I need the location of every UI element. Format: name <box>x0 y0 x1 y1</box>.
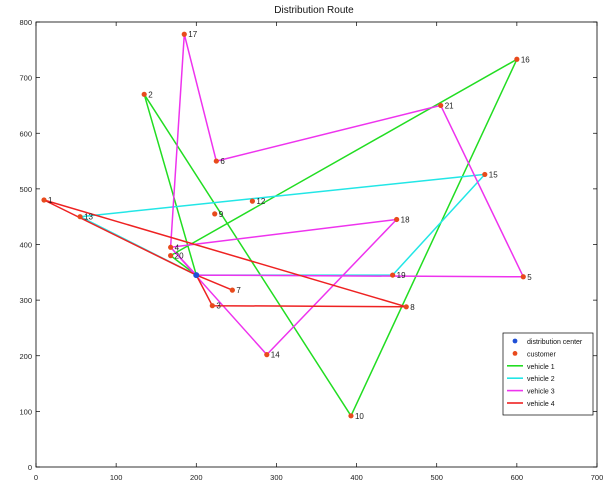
customer-label: 13 <box>84 213 93 222</box>
customer-point <box>264 352 270 358</box>
customer-label: 6 <box>220 157 225 166</box>
y-axis: 0 100 200 300 400 500 600 700 800 <box>19 18 597 472</box>
customer-label: 17 <box>188 30 197 39</box>
y-tick-label: 300 <box>19 296 32 305</box>
y-tick-label: 0 <box>28 463 32 472</box>
route-line-vehicle-3 <box>169 33 525 356</box>
x-tick-label: 100 <box>110 473 123 482</box>
customer-label: 5 <box>527 273 532 282</box>
customer-label: 3 <box>216 302 221 311</box>
customer-point <box>482 171 488 178</box>
customer-label: 10 <box>355 412 364 421</box>
customer-point <box>41 197 47 203</box>
route-line-vehicle-4 <box>43 199 408 308</box>
x-tick-label: 300 <box>270 473 283 482</box>
customer-label: 12 <box>256 197 265 206</box>
customer-point <box>209 303 215 309</box>
customer-point <box>181 31 187 37</box>
y-tick-label: 100 <box>19 407 32 416</box>
legend-label: vehicle 1 <box>527 364 555 371</box>
customer-label: 9 <box>219 210 224 219</box>
customer-point <box>168 244 174 250</box>
y-tick-label: 700 <box>19 74 32 83</box>
customer-point <box>514 56 520 62</box>
legend: distribution center customer vehicle 1 vehi… <box>502 332 594 416</box>
customer-label: 18 <box>401 215 410 224</box>
customer-point <box>168 253 174 259</box>
legend-label: customer <box>527 351 556 358</box>
y-tick-label: 200 <box>19 352 32 361</box>
customer-point <box>394 216 400 223</box>
customer-label: 14 <box>271 351 280 360</box>
y-tick-label: 600 <box>19 129 32 138</box>
customer-point <box>249 198 255 204</box>
route-line-vehicle-1 <box>143 58 518 417</box>
customer-label: 15 <box>489 170 498 179</box>
chart-title: Distribution Route <box>274 5 354 16</box>
legend-label: vehicle 2 <box>527 376 555 383</box>
customer-label: 21 <box>445 101 454 110</box>
customer-point <box>212 211 218 217</box>
legend-label: vehicle 4 <box>527 401 555 408</box>
x-tick-label: 700 <box>591 473 604 482</box>
x-tick-label: 200 <box>190 473 203 482</box>
x-tick-label: 500 <box>430 473 443 482</box>
legend-box <box>502 332 594 416</box>
customer-label: 20 <box>175 252 184 261</box>
y-tick-label: 500 <box>19 185 32 194</box>
customer-point <box>141 91 147 97</box>
customer-label: 7 <box>236 286 241 295</box>
x-tick-label: 0 <box>34 473 38 482</box>
customer-point <box>213 158 219 164</box>
customer-point <box>520 274 526 280</box>
legend-label: distribution center <box>527 339 583 346</box>
customer-label: 8 <box>410 303 415 312</box>
legend-label: vehicle 3 <box>527 389 555 396</box>
legend-marker <box>512 338 518 344</box>
customer-point <box>438 102 444 109</box>
x-tick-label: 400 <box>350 473 363 482</box>
legend-marker <box>512 351 518 356</box>
y-tick-label: 800 <box>19 18 32 27</box>
customer-point <box>348 413 354 419</box>
customer-label: 4 <box>175 243 180 252</box>
customer-label: 19 <box>397 271 406 280</box>
x-axis: 0 100 200 300 400 500 600 700 <box>34 22 603 482</box>
customer-label: 2 <box>148 90 153 99</box>
customer-point <box>229 287 235 293</box>
x-tick-label: 600 <box>511 473 524 482</box>
customer-label: 1 <box>48 196 53 205</box>
customer-point <box>77 214 83 220</box>
customer-point <box>390 272 396 278</box>
customer-label: 16 <box>521 55 530 64</box>
y-tick-label: 400 <box>19 241 32 250</box>
customer-point <box>403 304 409 310</box>
distribution-center-point <box>193 272 200 279</box>
